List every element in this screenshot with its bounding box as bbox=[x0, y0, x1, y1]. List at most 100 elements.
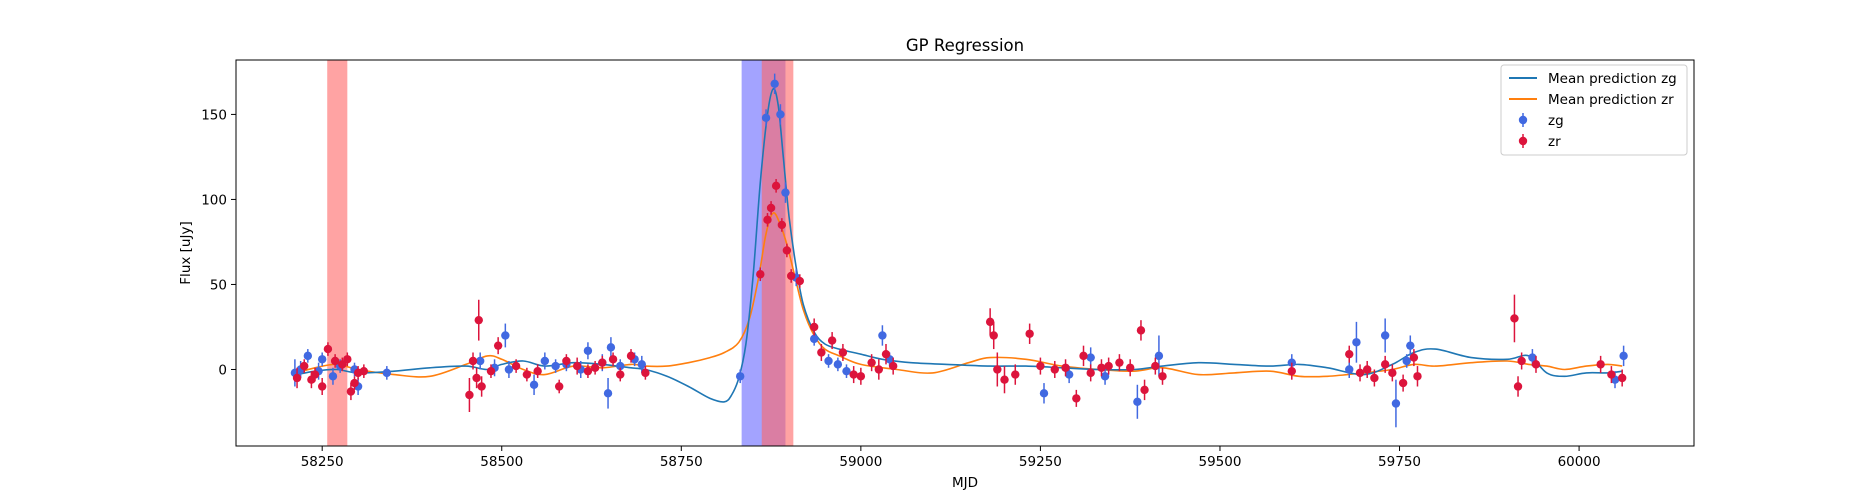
zr-point bbox=[346, 383, 356, 401]
zr-point bbox=[809, 318, 819, 336]
zr-point bbox=[856, 367, 866, 385]
zr-point bbox=[1050, 360, 1059, 378]
zr-point bbox=[1409, 349, 1419, 367]
zr-point bbox=[1079, 345, 1088, 367]
zr-point bbox=[511, 359, 521, 373]
zr-point bbox=[1036, 357, 1045, 375]
legend-entry-mean-prediction-zg: Mean prediction zg bbox=[1509, 71, 1677, 87]
x-tick-label: 58250 bbox=[301, 454, 344, 470]
zg-point bbox=[878, 325, 887, 346]
zr-point bbox=[522, 367, 532, 382]
zr-point bbox=[583, 364, 593, 378]
zr-point bbox=[777, 218, 787, 232]
zr-point bbox=[359, 364, 369, 378]
x-tick-label: 59750 bbox=[1378, 454, 1421, 470]
zr-point bbox=[474, 299, 483, 341]
zg-point bbox=[551, 359, 560, 373]
zg-point bbox=[1380, 318, 1390, 353]
zr-point bbox=[317, 377, 327, 395]
zr-point bbox=[1086, 364, 1095, 382]
zr-point bbox=[766, 201, 776, 215]
zg-point bbox=[1154, 335, 1164, 377]
zr-point bbox=[292, 367, 302, 389]
zr-point bbox=[763, 213, 772, 227]
zg-point bbox=[770, 73, 779, 95]
legend-entry-zr: zr bbox=[1518, 134, 1561, 150]
x-tick-label: 60000 bbox=[1558, 454, 1601, 470]
zr-point bbox=[310, 367, 320, 382]
y-tick-label: 150 bbox=[201, 107, 227, 123]
zr-point bbox=[493, 337, 503, 355]
zr-point bbox=[827, 332, 837, 350]
y-tick-label: 0 bbox=[218, 362, 227, 378]
zr-point bbox=[985, 308, 995, 336]
zg-point bbox=[1619, 345, 1628, 367]
shaded-region-1 bbox=[327, 60, 348, 446]
zr-point bbox=[771, 179, 781, 193]
zr-point bbox=[616, 367, 625, 382]
zr-point bbox=[350, 376, 359, 390]
y-tick-label: 100 bbox=[201, 192, 227, 208]
legend-marker-swatch bbox=[1518, 115, 1528, 125]
legend-box bbox=[1500, 64, 1688, 156]
legend-marker-swatch bbox=[1518, 136, 1528, 146]
zr-point bbox=[1115, 354, 1124, 372]
zr-point bbox=[1072, 389, 1081, 407]
zg-point bbox=[583, 342, 593, 360]
zr-point bbox=[1398, 374, 1408, 392]
zg-point bbox=[1039, 383, 1049, 404]
zr-point bbox=[874, 359, 884, 380]
zr-point bbox=[786, 269, 796, 283]
zr-point bbox=[486, 364, 496, 378]
zr-point bbox=[1363, 360, 1372, 378]
zg-point bbox=[504, 360, 514, 378]
legend: Mean prediction zg Mean prediction zr zg zr bbox=[1500, 64, 1688, 156]
y-axis-ticks: 0 50 100 150 bbox=[201, 107, 236, 378]
zr-point bbox=[323, 342, 333, 356]
zg-point bbox=[842, 364, 851, 378]
zr-point bbox=[1617, 369, 1627, 387]
zr-point bbox=[1011, 364, 1020, 385]
x-tick-label: 59250 bbox=[1019, 454, 1062, 470]
zr-point bbox=[598, 355, 607, 370]
zr-point bbox=[849, 366, 858, 384]
zr-point bbox=[1370, 369, 1379, 387]
zr-point bbox=[608, 352, 618, 367]
x-tick-label: 59000 bbox=[839, 454, 882, 470]
zr-point bbox=[343, 352, 352, 367]
zg-point bbox=[603, 377, 613, 409]
legend-label: Mean prediction zr bbox=[1548, 92, 1674, 108]
y-tick-label: 50 bbox=[210, 277, 227, 293]
legend-label: Mean prediction zg bbox=[1548, 71, 1677, 87]
zr-point bbox=[1097, 359, 1106, 377]
zg-point bbox=[303, 349, 313, 363]
zr-point bbox=[1388, 364, 1397, 382]
zg-point bbox=[735, 369, 745, 384]
zr-point bbox=[838, 343, 848, 361]
zr-point bbox=[1104, 357, 1113, 375]
x-tick-label: 58750 bbox=[660, 454, 703, 470]
zr-point bbox=[1517, 352, 1526, 370]
zr-point bbox=[1345, 345, 1354, 363]
zr-point bbox=[300, 359, 309, 373]
zr-point bbox=[1158, 367, 1167, 385]
zg-point bbox=[540, 352, 550, 370]
zg-point bbox=[1352, 321, 1361, 363]
zr-point bbox=[1531, 355, 1541, 373]
zr-point bbox=[472, 367, 481, 389]
zr-point bbox=[1125, 359, 1135, 377]
zr-point bbox=[1607, 366, 1616, 384]
zg-point bbox=[475, 352, 485, 370]
zg-point bbox=[1100, 367, 1110, 385]
zr-point bbox=[782, 243, 792, 258]
zr-point bbox=[795, 274, 805, 288]
data-points bbox=[290, 73, 1628, 428]
zr-point bbox=[1061, 359, 1070, 377]
x-axis-label: MJD bbox=[952, 475, 978, 491]
zr-point bbox=[881, 343, 891, 365]
zg-point bbox=[776, 104, 785, 125]
zr-point bbox=[555, 379, 564, 394]
zr-point bbox=[465, 377, 474, 412]
chart-title: GP Regression bbox=[906, 36, 1024, 55]
zr-point bbox=[1596, 355, 1605, 373]
